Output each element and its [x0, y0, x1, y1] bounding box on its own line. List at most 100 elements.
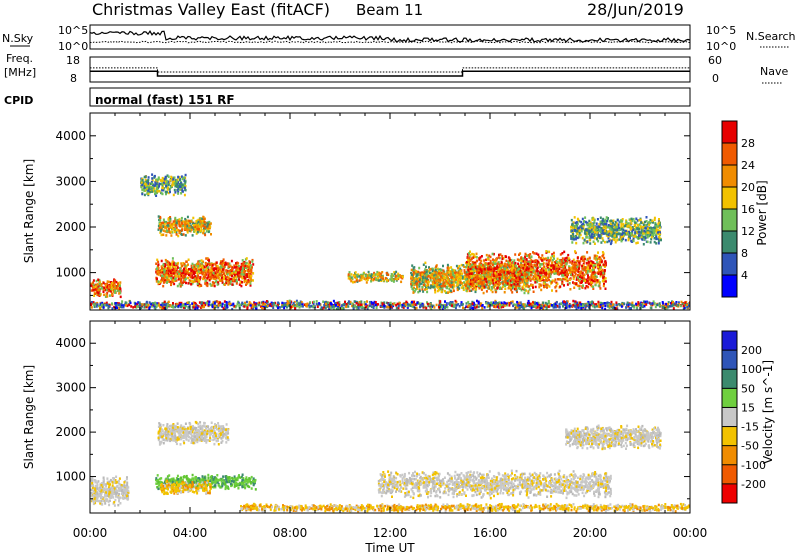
echo-cell: [529, 267, 532, 270]
echo-cell: [578, 232, 581, 235]
echo-cell: [249, 282, 252, 285]
echo-cell: [191, 276, 194, 280]
echo-cell: [368, 276, 371, 279]
echo-cell: [181, 233, 184, 236]
echo-cell: [176, 185, 179, 188]
echo-cell: [478, 274, 481, 278]
echo-cell: [197, 279, 200, 282]
echo-cell: [172, 262, 175, 265]
echo-cell: [607, 233, 610, 237]
echo-cell: [374, 273, 377, 276]
echo-cell: [550, 281, 553, 284]
echo-cell: [93, 294, 96, 297]
echo-cell: [585, 270, 587, 274]
echo-cell: [95, 279, 98, 283]
echo-cell: [572, 281, 574, 284]
echo-cell: [466, 274, 469, 277]
nsky-lo-tick: 10^0: [58, 40, 88, 53]
echo-cell: [586, 251, 589, 254]
echo-cell: [542, 267, 545, 270]
echo-cell: [157, 215, 160, 218]
echo-cell: [190, 283, 193, 286]
echo-cell: [619, 233, 622, 236]
echo-cell: [494, 267, 497, 270]
echo-cell: [220, 274, 223, 277]
echo-cell: [146, 185, 149, 189]
echo-cell: [472, 274, 475, 278]
echo-cell: [425, 265, 427, 269]
cpid-mode-label: normal (fast) 151 RF: [95, 93, 235, 107]
echo-cell: [590, 278, 593, 282]
echo-cell: [483, 271, 486, 275]
echo-cell: [591, 226, 593, 229]
echo-cell: [206, 222, 209, 226]
echo-cell: [480, 263, 483, 267]
echo-cell: [475, 252, 478, 256]
echo-cell: [479, 278, 482, 281]
echo-cell: [196, 227, 199, 231]
echo-cell: [629, 219, 632, 222]
echo-cell: [418, 288, 421, 291]
echo-cell: [477, 266, 480, 269]
echo-cell: [151, 177, 154, 180]
echo-cell: [222, 258, 225, 261]
echo-cell: [448, 287, 451, 291]
echo-cell: [512, 270, 515, 273]
echo-cell: [630, 239, 633, 243]
echo-cell: [503, 273, 506, 277]
echo-cell: [591, 272, 594, 275]
echo-cell: [591, 230, 593, 234]
echo-cell: [561, 274, 564, 277]
echo-cell: [216, 268, 219, 272]
echo-cell: [177, 275, 180, 278]
echo-cell: [466, 287, 469, 290]
echo-cell: [477, 283, 480, 286]
echo-cell: [657, 242, 660, 245]
echo-cell: [656, 225, 659, 229]
echo-cell: [477, 280, 480, 283]
echo-cell: [424, 280, 427, 283]
echo-cell: [476, 274, 479, 278]
echo-cell: [601, 219, 604, 222]
echo-cell: [172, 193, 175, 197]
echo-cell: [475, 256, 478, 259]
echo-cell: [518, 271, 521, 274]
echo-cell: [565, 260, 567, 263]
echo-cell: [583, 255, 586, 259]
echo-cell: [215, 276, 218, 280]
echo-cell: [175, 275, 178, 278]
echo-cell: [431, 269, 434, 272]
echo-cell: [144, 175, 147, 179]
echo-cell: [183, 176, 185, 179]
echo-cell: [505, 270, 508, 273]
echo-cell: [592, 224, 595, 227]
echo-cell: [589, 223, 592, 226]
echo-cell: [468, 255, 471, 259]
echo-cell: [112, 283, 115, 287]
echo-cell: [599, 229, 602, 233]
echo-cell: [580, 230, 583, 233]
echo-cell: [220, 262, 223, 265]
echo-cell: [469, 250, 471, 253]
echo-cell: [511, 291, 514, 294]
echo-cell: [475, 284, 478, 288]
echo-cell: [207, 226, 209, 230]
echo-cell: [148, 182, 151, 186]
echo-cell: [191, 268, 194, 272]
echo-cell: [162, 218, 165, 221]
echo-cell: [251, 266, 253, 269]
echo-cell: [421, 273, 424, 276]
echo-cell: [551, 271, 554, 274]
echo-cell: [163, 279, 166, 282]
echo-cell: [182, 233, 185, 236]
echo-cell: [245, 283, 247, 286]
echo-cell: [523, 288, 526, 292]
echo-cell: [180, 262, 183, 265]
echo-cell: [424, 268, 427, 271]
echo-cell: [163, 221, 166, 224]
echo-cell: [439, 278, 442, 282]
echo-cell: [631, 233, 634, 236]
echo-cell: [151, 182, 154, 185]
echo-cell: [534, 264, 537, 268]
echo-cell: [649, 233, 652, 237]
